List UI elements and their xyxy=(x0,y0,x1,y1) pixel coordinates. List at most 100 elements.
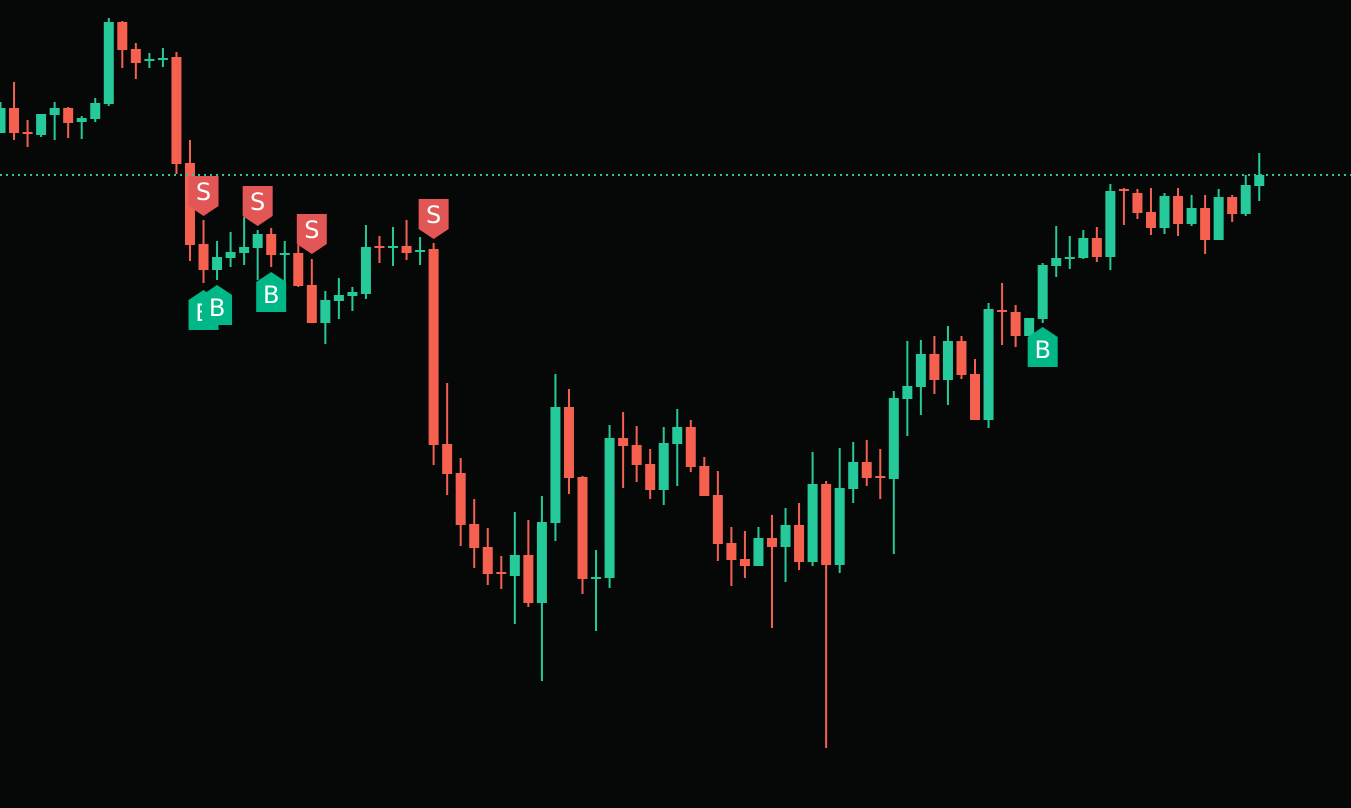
candle-wick xyxy=(1122,188,1125,225)
candle-body xyxy=(415,250,426,252)
sell-marker[interactable]: S xyxy=(296,214,327,254)
candle-body xyxy=(604,438,615,578)
marker-shape xyxy=(418,199,449,239)
candle xyxy=(563,389,574,494)
marker-label: B xyxy=(209,294,225,322)
candle-body xyxy=(320,300,331,323)
candle-body xyxy=(1024,318,1035,336)
candle-body xyxy=(1240,185,1251,214)
candle-body xyxy=(76,118,87,122)
candle-body xyxy=(997,310,1008,312)
candle-body xyxy=(482,547,493,574)
candle xyxy=(1037,263,1048,323)
candle xyxy=(1091,227,1102,262)
candle xyxy=(1118,188,1129,225)
candle xyxy=(997,283,1008,345)
marker-shape xyxy=(242,186,273,226)
candle-body xyxy=(915,354,926,387)
candle xyxy=(631,426,642,482)
candle xyxy=(942,326,953,405)
candle xyxy=(1200,195,1211,254)
candle xyxy=(915,340,926,415)
candle-body xyxy=(171,57,182,164)
marker-label: S xyxy=(196,178,211,206)
buy-marker[interactable]: B xyxy=(202,285,233,325)
candle xyxy=(807,452,818,566)
candle xyxy=(726,527,737,586)
candle-body xyxy=(956,341,967,375)
candle xyxy=(130,43,141,79)
candle xyxy=(1078,230,1089,259)
candle-body xyxy=(1037,265,1048,319)
sell-marker[interactable]: S xyxy=(242,186,273,226)
candle xyxy=(496,556,507,589)
candle xyxy=(591,550,602,631)
candle-body xyxy=(834,488,845,565)
sell-marker[interactable]: S xyxy=(418,199,449,239)
candle xyxy=(266,228,277,267)
candle-wick xyxy=(676,409,679,486)
candle-body xyxy=(198,244,209,270)
candle xyxy=(604,425,615,588)
candle xyxy=(658,427,669,505)
candle xyxy=(103,18,114,106)
candle-body xyxy=(157,58,168,60)
candle-body xyxy=(631,445,642,465)
buy-marker[interactable]: B xyxy=(256,272,287,312)
buy-marker[interactable]: B xyxy=(1027,327,1058,367)
candle xyxy=(1064,236,1075,269)
candle xyxy=(780,508,791,582)
candle xyxy=(577,476,588,594)
candle-body xyxy=(266,234,277,255)
candle xyxy=(1254,153,1265,201)
candle-body xyxy=(1173,196,1184,224)
candle xyxy=(360,225,371,299)
candle-body xyxy=(861,462,872,478)
candle-body xyxy=(239,247,250,253)
candle xyxy=(685,420,696,472)
candle xyxy=(888,391,899,554)
candle-body xyxy=(63,108,74,123)
candle-body xyxy=(36,114,47,135)
candle xyxy=(455,458,466,546)
candle-body xyxy=(1010,312,1021,336)
candle-body xyxy=(739,559,750,566)
candle xyxy=(712,471,723,561)
candle xyxy=(212,241,223,280)
marker-shape xyxy=(188,176,219,216)
candle xyxy=(739,531,750,578)
candle xyxy=(1132,189,1143,219)
candle-body xyxy=(455,473,466,525)
candle xyxy=(523,520,534,607)
candles-group xyxy=(0,18,1265,748)
candle-body xyxy=(1186,208,1197,224)
candle xyxy=(509,512,520,624)
sell-marker[interactable]: S xyxy=(188,176,219,216)
candle-wick xyxy=(1055,226,1058,277)
candle-body xyxy=(225,252,236,258)
candle-body xyxy=(293,253,304,286)
candle-body xyxy=(780,525,791,547)
candle-body xyxy=(1145,212,1156,228)
candle-wick xyxy=(53,102,56,140)
candle xyxy=(536,496,547,681)
candle xyxy=(279,241,290,290)
candle-wick xyxy=(378,236,381,263)
candle xyxy=(320,291,331,344)
candle-body xyxy=(970,374,981,420)
candle-wick xyxy=(622,412,625,488)
candle-body xyxy=(550,407,561,523)
candle-body xyxy=(753,538,764,566)
candle-body xyxy=(1159,196,1170,228)
candle-wick xyxy=(405,220,408,260)
candle-body xyxy=(983,309,994,420)
candle-body xyxy=(658,443,669,490)
candle xyxy=(766,515,777,628)
candle-body xyxy=(306,285,317,323)
candle-body xyxy=(130,49,141,63)
marker-label: S xyxy=(250,188,265,216)
candle-body xyxy=(902,386,913,399)
marker-shape xyxy=(1027,327,1058,367)
